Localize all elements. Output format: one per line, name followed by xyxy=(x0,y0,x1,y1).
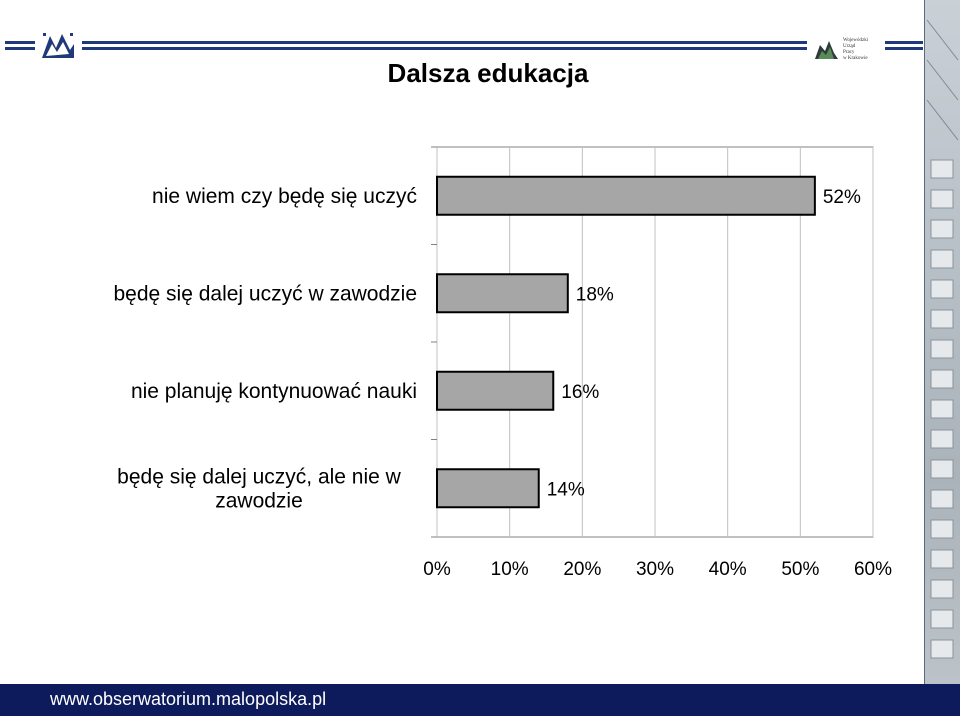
bar xyxy=(436,273,569,314)
header-decorative-lines xyxy=(5,41,923,50)
side-divider xyxy=(924,0,925,684)
page-title: Dalsza edukacja xyxy=(387,58,589,88)
data-label: 16% xyxy=(561,382,599,403)
wup-logo-icon: Wojewódzki Urząd Pracy w Krakowie xyxy=(812,33,882,63)
x-tick-label: 60% xyxy=(854,559,892,580)
bar xyxy=(436,370,555,411)
logo-line-4: w Krakowie xyxy=(843,56,868,61)
x-tick-label: 20% xyxy=(563,559,601,580)
category-label: nie wiem czy będę się uczyć xyxy=(152,185,417,208)
logo-line-3: Pracy xyxy=(843,50,855,55)
bar xyxy=(436,175,816,216)
x-tick-label: 30% xyxy=(636,559,674,580)
footer-bar: www.obserwatorium.malopolska.pl xyxy=(0,684,960,716)
wup-krakow-logo: Wojewódzki Urząd Pracy w Krakowie xyxy=(812,33,882,63)
logo-line-2: Urząd xyxy=(843,44,856,49)
category-label: nie planuję kontynuować nauki xyxy=(131,380,417,403)
category-label: będę się dalej uczyć w zawodzie xyxy=(114,282,418,305)
x-tick-label: 0% xyxy=(423,559,451,580)
x-tick-label: 40% xyxy=(709,559,747,580)
bar xyxy=(436,468,540,509)
data-label: 52% xyxy=(823,187,861,208)
x-tick-label: 50% xyxy=(781,559,819,580)
keyboard-photo-strip xyxy=(925,0,960,684)
data-label: 18% xyxy=(576,284,614,305)
logo-line-1: Wojewódzki xyxy=(843,38,869,43)
footer-url: www.obserwatorium.malopolska.pl xyxy=(50,689,327,709)
category-label: będę się dalej uczyć, ale nie w zawodzie xyxy=(117,465,401,512)
keyboard-keys-graphic xyxy=(926,19,959,659)
data-label: 14% xyxy=(547,479,585,500)
obserwatorium-logo-icon xyxy=(42,33,74,58)
bar-chart: 0% 10% 20% 30% 40% 50% 60% 52% nie wiem czy będę… xyxy=(114,146,892,580)
x-tick-label: 10% xyxy=(491,559,529,580)
